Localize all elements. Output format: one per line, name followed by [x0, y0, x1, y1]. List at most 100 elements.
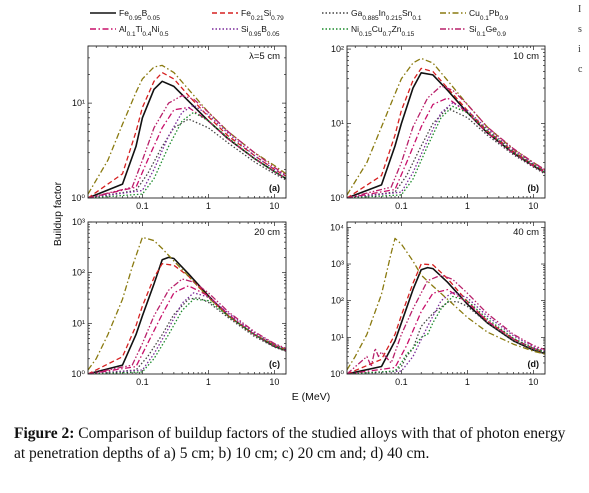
legend-entry: Ni0.15Cu0.7Zn0.15 — [322, 24, 415, 38]
series-line — [347, 67, 545, 198]
legend-label: Si0.95B0.05 — [241, 24, 280, 38]
legend-label: Si0.1Ge0.9 — [469, 24, 506, 38]
series-line — [347, 97, 545, 198]
y-tick-label: 10¹ — [72, 98, 85, 108]
legend-label: Ni0.15Cu0.7Zn0.15 — [351, 24, 415, 38]
series-line — [88, 94, 286, 198]
x-tick-label: 10 — [269, 377, 279, 387]
y-tick-label: 10³ — [72, 217, 85, 227]
series-line — [88, 64, 286, 195]
series-line — [347, 274, 545, 374]
plot-frame — [87, 45, 287, 199]
legend-entry: Fe0.95B0.05 — [90, 8, 160, 22]
chart-panels: 0.1 1 10 10⁰ 10¹ (a) λ=5 cm 0.1 1 10 10⁰ 10¹ 10² (b) 1… — [71, 44, 546, 387]
y-tick-label: 10⁰ — [330, 369, 344, 379]
series-group — [88, 236, 286, 374]
series-line — [347, 300, 545, 374]
y-tick-label: 10² — [331, 44, 344, 54]
legend-label: Fe0.21Si0.79 — [241, 8, 284, 22]
plot-frame — [346, 221, 546, 375]
y-tick-label: 10⁰ — [71, 193, 85, 203]
series-line — [347, 295, 545, 374]
series-line — [88, 285, 286, 374]
chart-panel-c: 0.1 1 10 10⁰ 10¹ 10² 10³ (c) 20 cm — [71, 217, 287, 387]
x-tick-label: 0.1 — [136, 377, 149, 387]
y-tick-label: 10³ — [331, 259, 344, 269]
x-tick-label: 1 — [206, 201, 211, 211]
x-tick-label: 10 — [528, 201, 538, 211]
legend: Fe0.95B0.05 Fe0.21Si0.79 Ga0.885In0.215Sn0… — [90, 8, 509, 38]
legend-entry: Fe0.21Si0.79 — [212, 8, 284, 22]
y-tick-label: 10² — [331, 296, 344, 306]
legend-label: Fe0.95B0.05 — [119, 8, 160, 22]
y-tick-label: 10¹ — [72, 318, 85, 328]
chart-panel-d: 0.1 1 10 10⁰ 10¹ 10² 10³ 10⁴ (d) 40 cm — [330, 221, 546, 387]
margin-text-fragments: I s i c — [578, 0, 589, 80]
chart-panel-a: 0.1 1 10 10⁰ 10¹ (a) λ=5 cm — [71, 45, 287, 211]
legend-entry: Si0.95B0.05 — [212, 24, 280, 38]
series-line — [347, 237, 545, 371]
buildup-factor-figure: Fe0.95B0.05 Fe0.21Si0.79 Ga0.885In0.215Sn0… — [52, 8, 546, 403]
series-line — [88, 236, 286, 371]
caption-text: Comparison of buildup factors of the stu… — [14, 425, 566, 462]
series-line — [347, 72, 545, 198]
series-line — [347, 291, 545, 374]
plot-frame — [346, 45, 546, 199]
x-tick-label: 0.1 — [395, 377, 408, 387]
y-axis-label: Buildup factor — [52, 181, 64, 246]
series-line — [88, 298, 286, 374]
caption-label: Figure 2: — [14, 425, 75, 442]
panel-label: (d) — [528, 359, 540, 369]
series-line — [347, 102, 545, 198]
y-tick-label: 10² — [72, 268, 85, 278]
margin-letter: I — [578, 4, 582, 15]
legend-label: Al0.1Ti0.4Ni0.5 — [119, 24, 169, 38]
series-line — [88, 111, 286, 198]
x-tick-label: 1 — [206, 377, 211, 387]
y-tick-label: 10⁰ — [71, 369, 85, 379]
x-axis-label: E (MeV) — [292, 391, 331, 403]
legend-entry: Al0.1Ti0.4Ni0.5 — [90, 24, 169, 38]
margin-letter: c — [578, 64, 583, 75]
x-tick-label: 0.1 — [395, 201, 408, 211]
series-group — [347, 57, 545, 198]
series-line — [88, 104, 286, 198]
y-tick-label: 10¹ — [331, 119, 344, 129]
chart-panel-b: 0.1 1 10 10⁰ 10¹ 10² (b) 10 cm — [330, 44, 546, 211]
x-tick-label: 1 — [465, 377, 470, 387]
series-line — [347, 288, 545, 374]
series-line — [88, 106, 286, 198]
panel-label: (a) — [269, 183, 280, 193]
legend-entry: Cu0.1Pb0.9 — [440, 8, 509, 22]
depth-label: λ=5 cm — [249, 51, 280, 62]
legend-label: Ga0.885In0.215Sn0.1 — [351, 8, 422, 22]
margin-letter: i — [578, 44, 581, 55]
legend-entry: Ga0.885In0.215Sn0.1 — [322, 8, 422, 22]
panel-label: (c) — [269, 359, 280, 369]
x-tick-label: 10 — [528, 377, 538, 387]
series-line — [347, 85, 545, 198]
depth-label: 10 cm — [513, 51, 539, 62]
plot-frame — [87, 221, 287, 375]
figure-caption: Figure 2: Comparison of buildup factors … — [14, 424, 574, 464]
y-tick-label: 10¹ — [331, 332, 344, 342]
series-line — [88, 292, 286, 374]
depth-label: 40 cm — [513, 227, 539, 238]
x-tick-label: 0.1 — [136, 201, 149, 211]
series-line — [88, 80, 286, 198]
series-line — [88, 278, 286, 374]
series-group — [347, 237, 545, 374]
legend-label: Cu0.1Pb0.9 — [469, 8, 509, 22]
y-tick-label: 10⁴ — [330, 222, 344, 232]
depth-label: 20 cm — [254, 227, 280, 238]
series-line — [347, 57, 545, 196]
legend-entry: Si0.1Ge0.9 — [440, 24, 506, 38]
margin-letter: s — [578, 24, 582, 35]
y-tick-label: 10⁰ — [330, 193, 344, 203]
x-tick-label: 10 — [269, 201, 279, 211]
series-line — [347, 105, 545, 198]
series-line — [347, 107, 545, 198]
series-line — [347, 266, 545, 374]
x-tick-label: 1 — [465, 201, 470, 211]
series-group — [88, 64, 286, 198]
